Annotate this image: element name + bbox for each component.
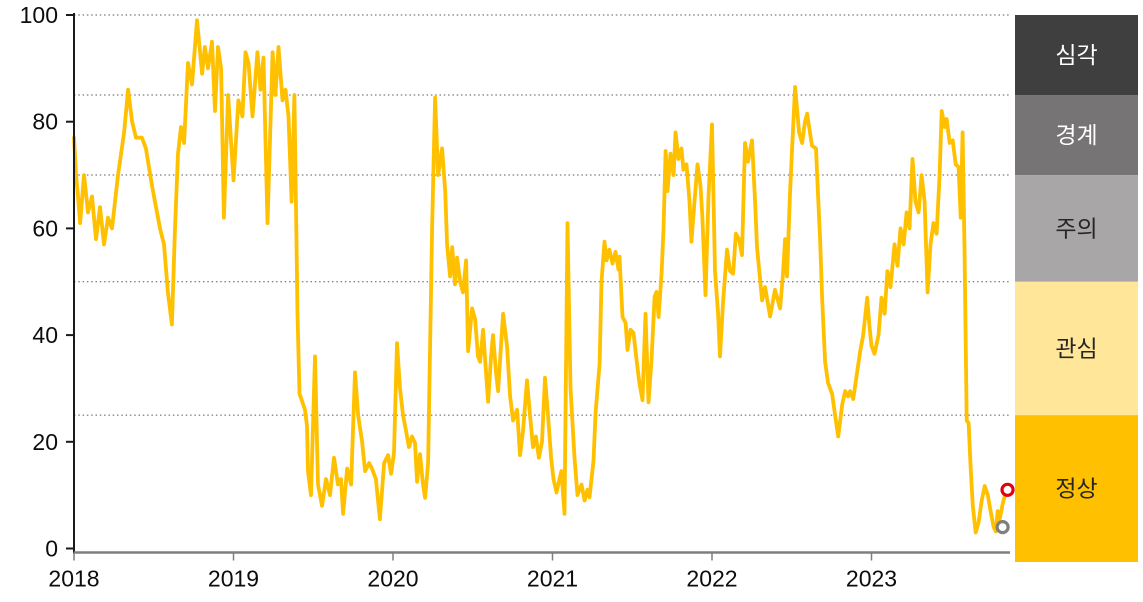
zone-label-2: 주의 bbox=[1055, 215, 1097, 241]
x-tick-label: 2021 bbox=[527, 566, 578, 592]
zone-band-3 bbox=[1015, 281, 1138, 416]
y-tick-label: 60 bbox=[32, 215, 58, 241]
zone-label-4: 정상 bbox=[1055, 476, 1097, 502]
zone-band-0 bbox=[1015, 15, 1138, 96]
index-line bbox=[72, 18, 1009, 535]
latest-point-marker bbox=[1000, 482, 1015, 497]
y-tick-label: 40 bbox=[32, 322, 58, 348]
zone-band-2 bbox=[1015, 175, 1138, 282]
y-tick-label: 20 bbox=[32, 429, 58, 455]
x-tick-label: 2020 bbox=[367, 566, 418, 592]
zone-label-0: 심각 bbox=[1055, 42, 1097, 68]
x-tick-label: 2018 bbox=[48, 566, 99, 592]
zone-label-1: 경계 bbox=[1055, 122, 1097, 148]
zone-band-4 bbox=[1015, 415, 1138, 562]
y-tick-label: 80 bbox=[32, 109, 58, 135]
zone-label-3: 관심 bbox=[1055, 335, 1097, 361]
x-tick-label: 2023 bbox=[846, 566, 897, 592]
x-tick-label: 2019 bbox=[208, 566, 259, 592]
previous-point-marker bbox=[995, 520, 1010, 535]
x-tick-label: 2022 bbox=[686, 566, 737, 592]
y-tick-label: 100 bbox=[20, 2, 58, 28]
zone-band-1 bbox=[1015, 95, 1138, 176]
y-tick-label: 0 bbox=[45, 536, 58, 562]
